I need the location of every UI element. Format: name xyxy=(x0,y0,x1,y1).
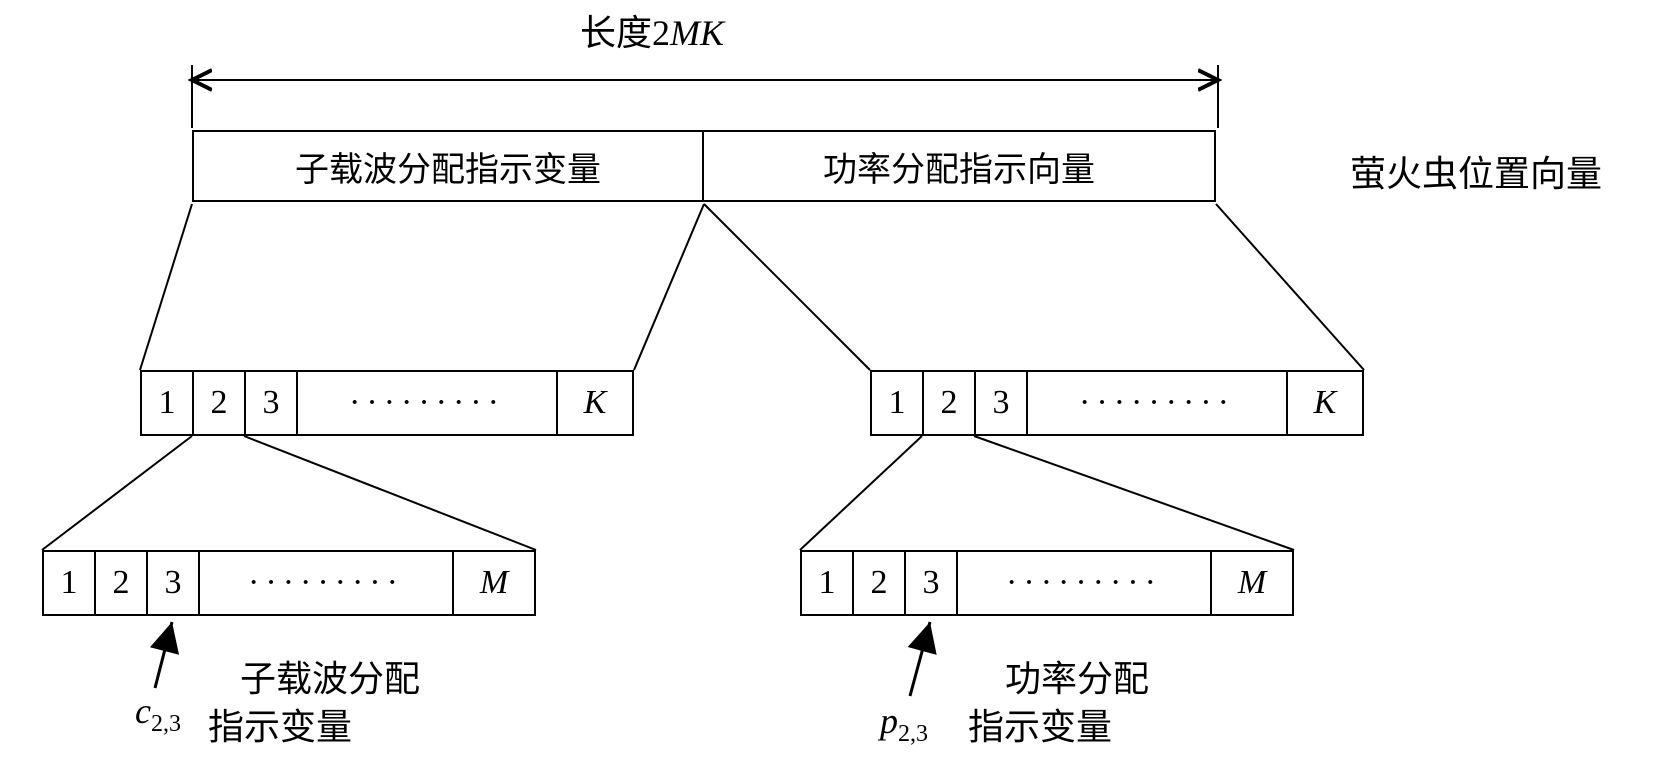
l2r-1: 1 xyxy=(872,372,924,434)
top-length-text: 长度2 xyxy=(580,13,670,53)
p-sub: 2,3 xyxy=(898,721,928,747)
level2-left-row: 1 2 3 ········· K xyxy=(140,370,634,436)
level3-right-row: 1 2 3 ········· M xyxy=(800,550,1294,616)
l2l-dots: ········· xyxy=(298,372,558,434)
l2l-K: K xyxy=(558,372,632,434)
level3-left-row: 1 2 3 ········· M xyxy=(42,550,536,616)
l3l-2: 2 xyxy=(96,552,148,614)
bottom-right-label-1: 功率分配 xyxy=(1005,650,1149,702)
c-sub: 2,3 xyxy=(151,711,181,737)
bottom-left-label-1: 子载波分配 xyxy=(240,650,420,702)
bottom-left-label-2: 指示变量 xyxy=(208,698,352,750)
c-var: c xyxy=(135,691,151,731)
l3r-3: 3 xyxy=(906,552,958,614)
diagram-container: 长度2MK 萤火虫位置向量 子载波分配指示变量 功率分配指示向量 1 2 3 ·… xyxy=(0,0,1680,776)
level1-right-cell: 功率分配指示向量 xyxy=(704,132,1214,200)
l3r-1: 1 xyxy=(802,552,854,614)
l2l-1: 1 xyxy=(142,372,194,434)
l3r-2: 2 xyxy=(854,552,906,614)
l3r-M: M xyxy=(1212,552,1292,614)
l3l-M: M xyxy=(454,552,534,614)
bottom-right-label-2: 指示变量 xyxy=(968,698,1112,750)
p-var-label: p2,3 xyxy=(880,700,928,748)
top-length-mk: MK xyxy=(670,13,724,53)
level2-right-row: 1 2 3 ········· K xyxy=(870,370,1364,436)
l3l-dots: ········· xyxy=(200,552,454,614)
c-var-label: c2,3 xyxy=(135,690,181,738)
l3l-3: 3 xyxy=(148,552,200,614)
l2l-2: 2 xyxy=(194,372,246,434)
l2l-3: 3 xyxy=(246,372,298,434)
level1-row: 子载波分配指示变量 功率分配指示向量 xyxy=(192,130,1216,202)
top-length-label: 长度2MK xyxy=(580,4,724,56)
right-title: 萤火虫位置向量 xyxy=(1350,145,1602,197)
l2r-dots: ········· xyxy=(1028,372,1288,434)
l3l-1: 1 xyxy=(44,552,96,614)
l2r-2: 2 xyxy=(924,372,976,434)
l2r-3: 3 xyxy=(976,372,1028,434)
l2r-K: K xyxy=(1288,372,1362,434)
p-var: p xyxy=(880,701,898,741)
level1-left-cell: 子载波分配指示变量 xyxy=(194,132,704,200)
l3r-dots: ········· xyxy=(958,552,1212,614)
